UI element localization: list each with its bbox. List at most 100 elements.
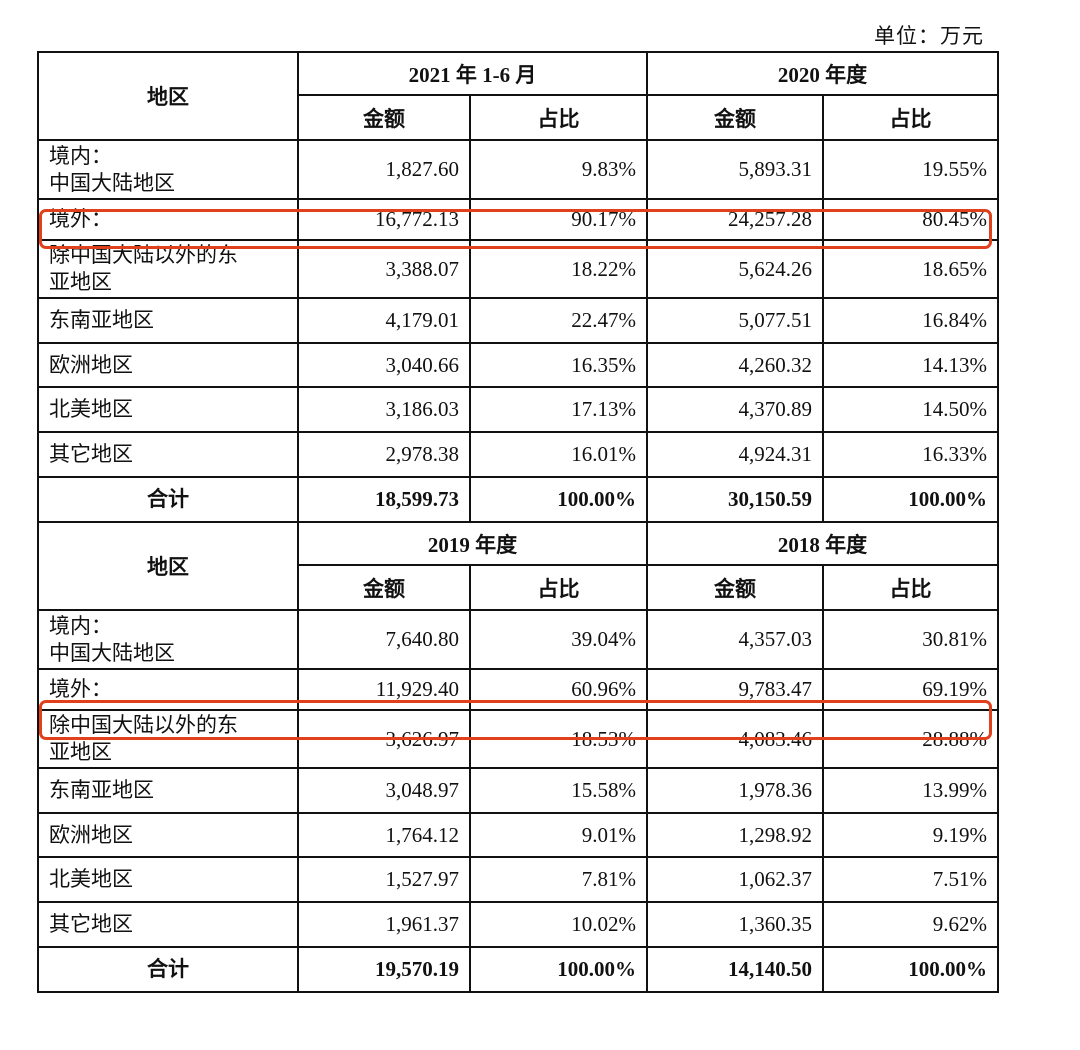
amount-cell: 4,370.89	[646, 386, 824, 433]
amount-cell: 5,893.31	[646, 139, 824, 200]
table-row-domestic: 境内： 中国大陆地区 1,827.60 9.83% 5,893.31 19.55%	[37, 139, 999, 200]
share-header: 占比	[822, 94, 999, 141]
share-cell: 9.83%	[469, 139, 648, 200]
table-row-europe: 欧洲地区 3,040.66 16.35% 4,260.32 14.13%	[37, 342, 999, 388]
share-cell: 100.00%	[469, 476, 648, 523]
table-row-other: 其它地区 1,961.37 10.02% 1,360.35 9.62%	[37, 901, 999, 948]
region-cell: 除中国大陆以外的东 亚地区	[37, 709, 299, 769]
amount-cell: 4,083.46	[646, 709, 824, 769]
header-row-periods: 地区 2021 年 1-6 月 2020 年度	[37, 51, 999, 141]
header-row-metrics: 金额 占比 金额 占比	[38, 564, 999, 611]
share-cell: 18.65%	[822, 239, 999, 299]
amount-cell: 1,827.60	[297, 139, 471, 200]
region-cell: 合计	[37, 946, 299, 993]
amount-cell: 1,961.37	[297, 901, 471, 948]
share-cell: 10.02%	[469, 901, 648, 948]
share-cell: 18.22%	[469, 239, 648, 299]
share-cell: 7.51%	[822, 856, 999, 903]
amount-cell: 1,062.37	[646, 856, 824, 903]
period-header: 2021 年 1-6 月	[297, 51, 648, 96]
amount-cell: 3,626.97	[297, 709, 471, 769]
amount-cell: 4,260.32	[646, 342, 824, 388]
table-row-europe: 欧洲地区 1,764.12 9.01% 1,298.92 9.19%	[37, 812, 999, 858]
amount-cell: 1,527.97	[297, 856, 471, 903]
table-row-total: 合计 18,599.73 100.00% 30,150.59 100.00%	[37, 476, 999, 523]
table-row-southeast-asia: 东南亚地区 3,048.97 15.58% 1,978.36 13.99%	[37, 767, 999, 814]
region-cell: 北美地区	[37, 856, 299, 903]
period-header: 2019 年度	[297, 521, 648, 566]
share-cell: 9.62%	[822, 901, 999, 948]
amount-cell: 3,048.97	[297, 767, 471, 814]
share-cell: 100.00%	[822, 476, 999, 523]
region-cell: 境外：	[37, 668, 299, 711]
share-header: 占比	[822, 564, 999, 611]
share-cell: 19.55%	[822, 139, 999, 200]
amount-cell: 24,257.28	[646, 198, 824, 241]
period-header: 2020 年度	[646, 51, 999, 96]
share-cell: 9.19%	[822, 812, 999, 858]
share-cell: 9.01%	[469, 812, 648, 858]
table-row-overseas: 境外： 11,929.40 60.96% 9,783.47 69.19%	[37, 668, 999, 711]
table-row-east-asia: 除中国大陆以外的东 亚地区 3,388.07 18.22% 5,624.26 18.65%	[37, 239, 999, 299]
table-row-north-america: 北美地区 1,527.97 7.81% 1,062.37 7.51%	[37, 856, 999, 903]
table-row-north-america: 北美地区 3,186.03 17.13% 4,370.89 14.50%	[37, 386, 999, 433]
amount-cell: 1,360.35	[646, 901, 824, 948]
region-header: 地区	[37, 51, 299, 141]
amount-cell: 1,978.36	[646, 767, 824, 814]
share-header: 占比	[469, 564, 648, 611]
amount-cell: 3,388.07	[297, 239, 471, 299]
share-cell: 16.01%	[469, 431, 648, 478]
region-cell: 东南亚地区	[37, 767, 299, 814]
regional-revenue-table: 地区 2021 年 1-6 月 2020 年度 金额 占比 金额 占比 境内： 中国大陆地区 1,…	[37, 51, 999, 993]
table-row-overseas: 境外： 16,772.13 90.17% 24,257.28 80.45%	[37, 198, 999, 241]
share-cell: 16.35%	[469, 342, 648, 388]
amount-cell: 11,929.40	[297, 668, 471, 711]
amount-header: 金额	[297, 94, 471, 141]
region-cell: 东南亚地区	[37, 297, 299, 344]
header-row-metrics: 金额 占比 金额 占比	[38, 94, 999, 141]
amount-cell: 18,599.73	[297, 476, 471, 523]
amount-cell: 2,978.38	[297, 431, 471, 478]
period-header: 2018 年度	[646, 521, 999, 566]
share-cell: 15.58%	[469, 767, 648, 814]
region-cell: 其它地区	[37, 431, 299, 478]
share-cell: 22.47%	[469, 297, 648, 344]
share-cell: 17.13%	[469, 386, 648, 433]
amount-cell: 9,783.47	[646, 668, 824, 711]
amount-cell: 30,150.59	[646, 476, 824, 523]
amount-cell: 5,077.51	[646, 297, 824, 344]
share-cell: 80.45%	[822, 198, 999, 241]
share-cell: 16.84%	[822, 297, 999, 344]
region-cell: 北美地区	[37, 386, 299, 433]
amount-cell: 1,764.12	[297, 812, 471, 858]
share-cell: 18.53%	[469, 709, 648, 769]
region-cell: 境内： 中国大陆地区	[37, 139, 299, 200]
region-cell: 欧洲地区	[37, 342, 299, 388]
amount-cell: 3,186.03	[297, 386, 471, 433]
region-cell: 境内： 中国大陆地区	[37, 609, 299, 670]
share-cell: 28.88%	[822, 709, 999, 769]
unit-label: 单位：万元	[874, 24, 984, 48]
amount-cell: 14,140.50	[646, 946, 824, 993]
header-row-periods: 地区 2019 年度 2018 年度	[37, 521, 999, 611]
region-cell: 除中国大陆以外的东 亚地区	[37, 239, 299, 299]
share-cell: 100.00%	[822, 946, 999, 993]
amount-cell: 4,179.01	[297, 297, 471, 344]
region-cell: 其它地区	[37, 901, 299, 948]
region-cell: 境外：	[37, 198, 299, 241]
share-cell: 16.33%	[822, 431, 999, 478]
amount-cell: 4,924.31	[646, 431, 824, 478]
amount-cell: 7,640.80	[297, 609, 471, 670]
amount-header: 金额	[646, 564, 824, 611]
amount-cell: 1,298.92	[646, 812, 824, 858]
table-row-total: 合计 19,570.19 100.00% 14,140.50 100.00%	[37, 946, 999, 993]
amount-cell: 4,357.03	[646, 609, 824, 670]
table-row-east-asia: 除中国大陆以外的东 亚地区 3,626.97 18.53% 4,083.46 28.88%	[37, 709, 999, 769]
amount-cell: 16,772.13	[297, 198, 471, 241]
region-cell: 欧洲地区	[37, 812, 299, 858]
share-cell: 69.19%	[822, 668, 999, 711]
share-cell: 90.17%	[469, 198, 648, 241]
share-cell: 13.99%	[822, 767, 999, 814]
amount-cell: 3,040.66	[297, 342, 471, 388]
table-row-domestic: 境内： 中国大陆地区 7,640.80 39.04% 4,357.03 30.81%	[37, 609, 999, 670]
